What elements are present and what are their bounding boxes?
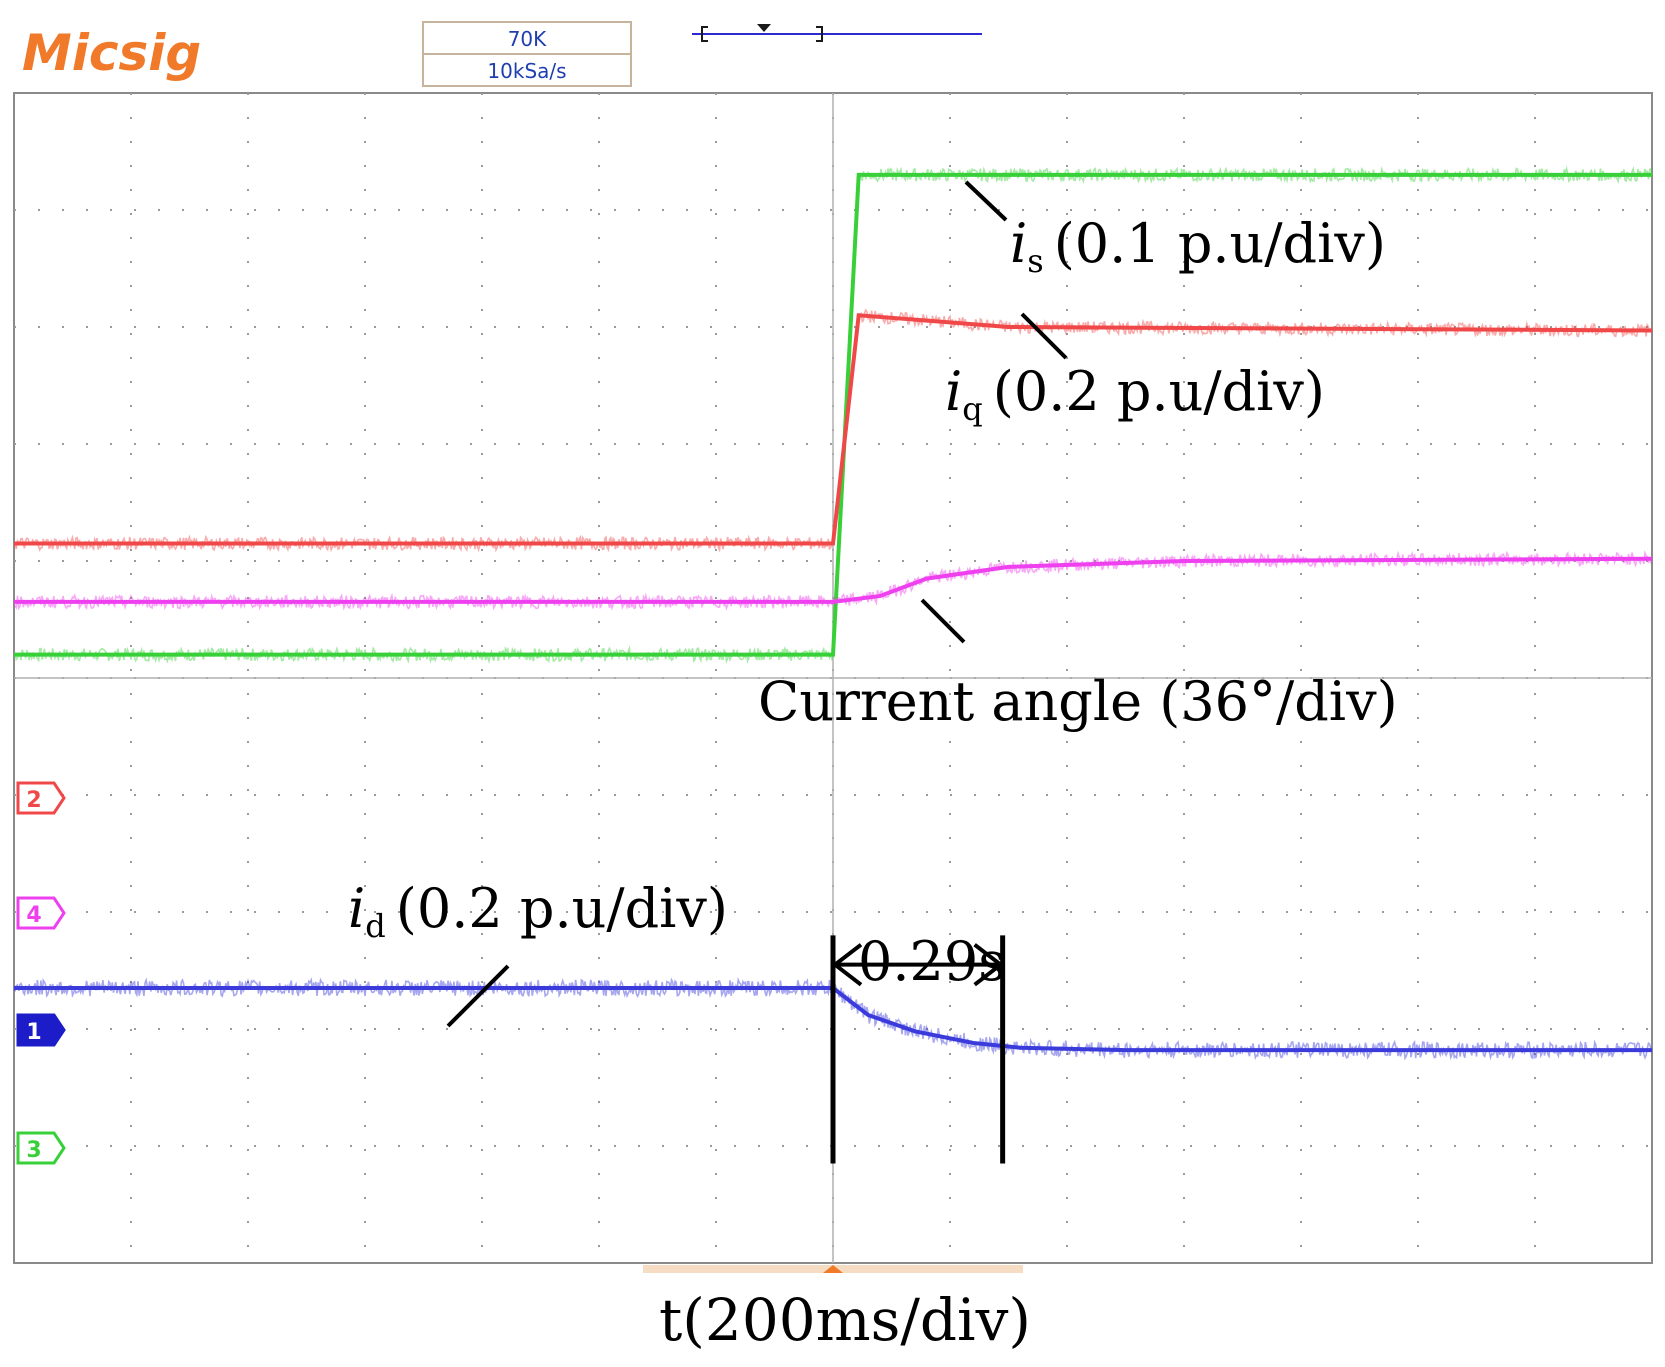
brand-logo: Micsig: [22, 24, 201, 82]
duration-marker: [830, 935, 1006, 1164]
channel-1-marker: 1: [16, 1013, 66, 1047]
iq-pointer-line: [1020, 312, 1068, 360]
arrowhead-left-icon: [831, 943, 863, 987]
annotations: is (0.1 p.u/div) iq (0.2 p.u/div) Current …: [348, 180, 1398, 1354]
iq-annotation: iq (0.2 p.u/div): [945, 360, 1325, 428]
memory-depth: 70K: [508, 27, 547, 51]
id-pointer-line: [446, 964, 510, 1028]
trace-ch1: [14, 986, 1652, 1053]
trigger-position-icon: [757, 24, 771, 32]
time-axis-label: t(200ms/div): [659, 1286, 1031, 1354]
angle-annotation: Current angle (36°/div): [758, 670, 1398, 733]
memory-position-bar: [692, 24, 982, 42]
channel-2-marker: 2: [16, 781, 66, 815]
angle-pointer-line: [920, 598, 966, 644]
id-annotation: id (0.2 p.u/div): [348, 877, 728, 945]
channel-4-label: 4: [26, 903, 41, 928]
trace-ch4: [14, 556, 1653, 604]
channel-2-label: 2: [26, 788, 41, 813]
duration-label: 0.29s: [858, 930, 1006, 993]
channel-1-label: 1: [26, 1020, 41, 1045]
arrowhead-right-icon: [973, 943, 1004, 987]
is-pointer-line: [964, 180, 1008, 222]
sample-rate: 10kSa/s: [487, 59, 566, 83]
channel-3-marker: 3: [16, 1131, 66, 1165]
header-bar: Micsig 70K 10kSa/s: [22, 21, 982, 87]
traces: [13, 165, 1653, 1273]
channel-3-label: 3: [26, 1138, 41, 1163]
channel-4-marker: 4: [16, 896, 66, 930]
trace-ch2: [14, 313, 1653, 546]
is-annotation: is (0.1 p.u/div): [1010, 212, 1386, 280]
channel-markers: 2 4 1 3: [16, 781, 66, 1165]
trigger-time-icon: [823, 1265, 843, 1273]
